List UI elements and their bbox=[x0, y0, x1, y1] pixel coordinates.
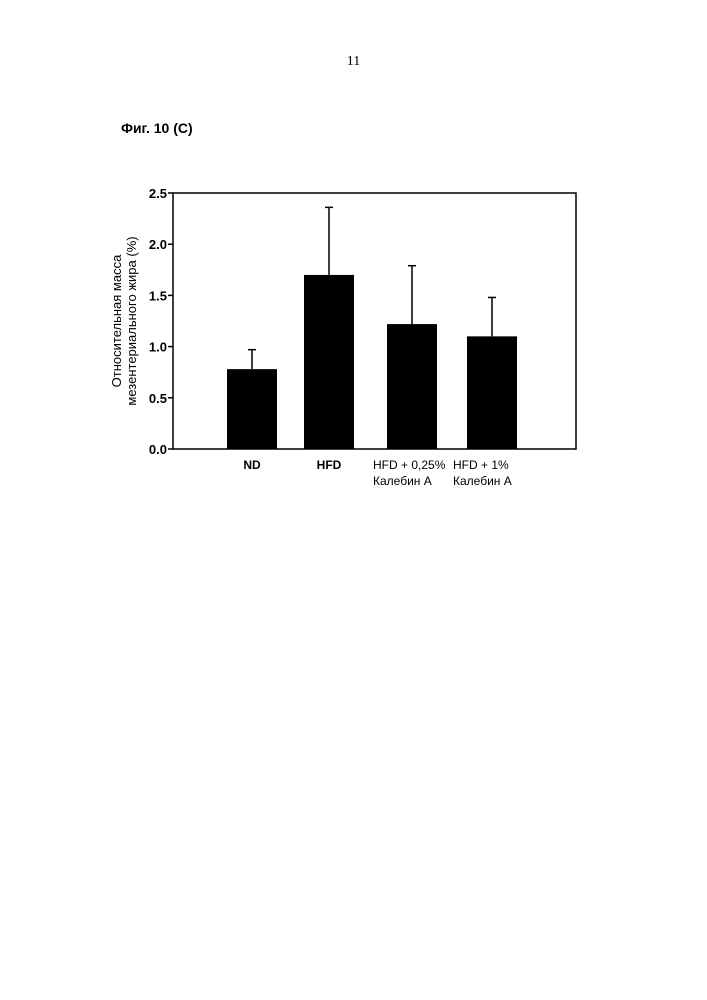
y-axis-label: мезентериального жира (%) bbox=[124, 236, 139, 405]
y-tick-label: 2.0 bbox=[149, 237, 167, 252]
bar bbox=[387, 324, 437, 449]
y-tick-label: 1.0 bbox=[149, 340, 167, 355]
y-tick-label: 2.5 bbox=[149, 186, 167, 201]
y-tick-label: 0.0 bbox=[149, 442, 167, 457]
bar bbox=[467, 336, 517, 449]
y-axis-label: Относительная масса bbox=[109, 254, 124, 387]
x-category-label: HFD + 1% bbox=[453, 458, 509, 472]
x-category-label: HFD + 0,25% bbox=[373, 458, 446, 472]
bar bbox=[227, 369, 277, 449]
y-tick-label: 1.5 bbox=[149, 288, 167, 303]
x-category-label: HFD bbox=[317, 458, 342, 472]
y-tick-label: 0.5 bbox=[149, 391, 167, 406]
x-category-label: Калебин А bbox=[453, 474, 512, 488]
bar bbox=[304, 275, 354, 449]
x-category-label: ND bbox=[243, 458, 261, 472]
x-category-label: Калебин А bbox=[373, 474, 432, 488]
